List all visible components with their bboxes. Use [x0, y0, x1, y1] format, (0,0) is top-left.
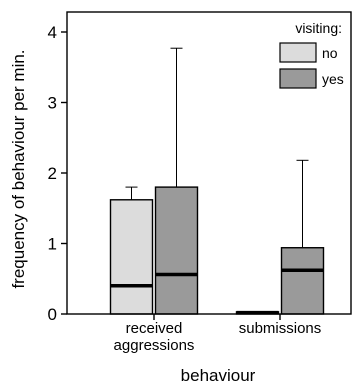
box-yes	[280, 247, 325, 315]
axes-group: 0 1 2 3 4 received aggressions submissions	[48, 11, 352, 354]
y-tick-label: 4	[48, 23, 57, 42]
legend-label: yes	[322, 71, 344, 87]
bars-group	[109, 47, 325, 315]
x-tick-label: submissions	[239, 320, 322, 337]
y-tick-label: 1	[48, 235, 57, 254]
y-tick-label: 0	[48, 305, 57, 324]
axis-labels: frequency of behaviour per min. behaviou…	[9, 20, 342, 385]
legend-label: no	[322, 45, 338, 61]
y-axis-label: frequency of behaviour per min.	[9, 49, 28, 288]
x-axis-label: behaviour	[181, 366, 256, 385]
legend-swatch-yes	[279, 68, 317, 89]
y-tick-label: 2	[48, 164, 57, 183]
legend: no yes	[279, 42, 344, 89]
box-yes	[154, 186, 199, 315]
box-no	[109, 199, 154, 315]
legend-swatch-no	[279, 42, 317, 63]
legend-title: visiting:	[295, 20, 342, 36]
y-tick-label: 3	[48, 94, 57, 113]
x-tick-label: received aggressions	[114, 320, 195, 354]
plot-frame	[66, 11, 352, 315]
